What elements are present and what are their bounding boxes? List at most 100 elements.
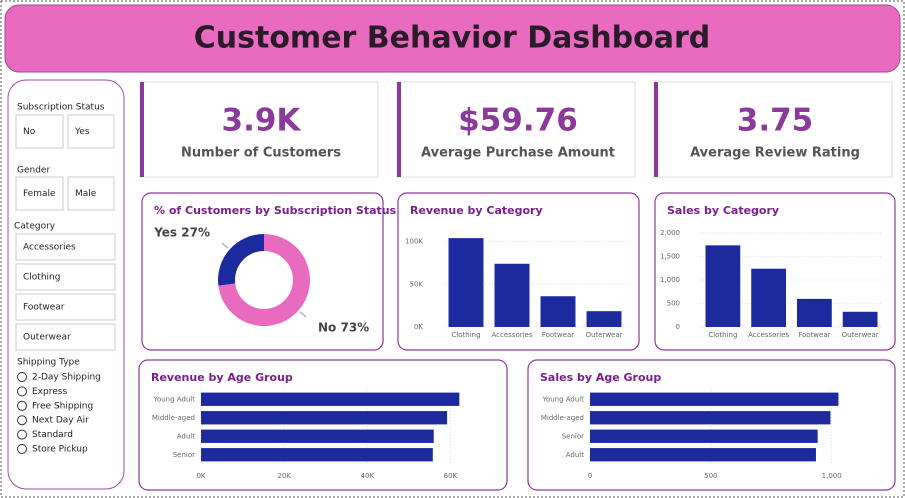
radio-label[interactable]: Express [32,387,67,397]
bar [705,245,741,327]
radio-label[interactable]: 2-Day Shipping [32,373,101,383]
x-tick-label: 60K [444,472,458,480]
slicer-label: Shipping Type [17,358,80,368]
radio-button[interactable] [17,429,27,440]
slicer-option[interactable]: Yes [74,127,90,137]
radio-button[interactable] [17,400,27,411]
y-tick-label: 0 [676,323,680,331]
slicer-option[interactable]: Clothing [23,273,60,283]
chart-title: % of Customers by Subscription Status [154,204,397,217]
y-tick-label: Middle-aged [152,414,195,422]
slicer-option[interactable]: Footwear [23,303,65,313]
slicer-label: Subscription Status [17,103,105,113]
kpi-card [396,81,636,178]
kpi-label: Average Review Rating [690,146,860,161]
slicer-option[interactable]: No [23,127,36,137]
category-label: No [318,320,336,334]
radio-button[interactable] [17,386,27,397]
slicer-option[interactable]: Accessories [23,243,76,253]
slicer-button[interactable] [15,233,116,261]
bar [201,392,460,406]
y-tick-label: Young Adult [542,395,585,403]
kpi-value: $59.76 [458,103,578,139]
y-tick-label: Senior [173,451,195,459]
bar [201,429,434,443]
radio-button[interactable] [17,372,27,382]
header-bar [4,4,901,73]
kpi-card [653,81,893,178]
bar [586,311,622,327]
bar [540,296,576,327]
slicer-button[interactable] [15,263,116,291]
slicer-label: Gender [17,166,50,176]
radio-label[interactable]: Store Pickup [32,445,88,455]
y-tick-label: Adult [566,451,584,459]
slicer-option[interactable]: Outerwear [23,333,71,343]
bar [842,311,878,327]
leader-line [221,242,229,249]
y-tick-label: 1,500 [660,253,680,261]
x-tick-label: 0K [196,472,205,480]
chart-title: Sales by Age Group [540,371,661,384]
x-tick-label: Clothing [708,331,737,339]
y-tick-label: 2,000 [660,229,680,237]
y-tick-label: Young Adult [153,395,196,403]
slicer-option[interactable]: Female [23,189,56,199]
leader-line [299,311,307,318]
data-label: No 73% [318,320,369,334]
bar [448,238,484,327]
x-tick-label: Accessories [748,331,789,339]
y-tick-label: 50K [410,280,424,288]
y-tick-label: Middle-aged [541,414,584,422]
slicer-label: Category [14,222,56,232]
bar [201,411,448,425]
kpi-value: 3.9K [222,103,302,139]
radio-button[interactable] [17,415,27,426]
kpi-value: 3.75 [737,103,814,139]
kpi-accent [397,82,401,177]
slicer-button[interactable] [67,114,115,149]
slicer-option[interactable]: Male [75,189,97,199]
radio-label[interactable]: Next Day Air [32,416,89,426]
y-tick-label: Adult [177,432,195,440]
bar [494,263,530,327]
radio-label[interactable]: Standard [32,430,73,440]
kpi-accent [654,82,658,177]
slicer-button[interactable] [15,323,116,351]
bar [201,448,433,462]
y-tick-label: 0K [414,323,423,331]
slicer-button[interactable] [15,176,64,211]
chart-title: Revenue by Category [410,204,543,217]
bar [590,448,816,462]
donut-slice [218,234,310,326]
data-label: Yes 27% [153,225,210,239]
slicer-button[interactable] [67,176,115,211]
x-tick-label: 0 [588,472,592,480]
x-tick-label: Outerwear [585,331,622,339]
x-tick-label: 500 [704,472,717,480]
bar [751,268,787,327]
radio-label[interactable]: Free Shipping [32,401,93,411]
bar [590,429,818,443]
kpi-label: Number of Customers [181,146,341,161]
chart-title: Revenue by Age Group [151,371,293,384]
x-tick-label: Clothing [451,331,480,339]
chart-card [141,192,384,351]
value-label: 27% [181,225,210,239]
slicer-button[interactable] [15,293,116,321]
x-tick-label: 1,000 [822,472,842,480]
category-label: Yes [153,225,177,239]
x-tick-label: Accessories [491,331,532,339]
dashboard-title: Customer Behavior Dashboard [194,21,711,56]
radio-button[interactable] [17,444,27,454]
kpi-card [139,81,379,178]
x-tick-label: Outerwear [842,331,879,339]
bar [796,298,832,327]
kpi-label: Average Purchase Amount [421,146,615,161]
y-tick-label: 500 [667,300,680,308]
slicer-button[interactable] [15,114,64,149]
y-tick-label: Senior [562,432,584,440]
